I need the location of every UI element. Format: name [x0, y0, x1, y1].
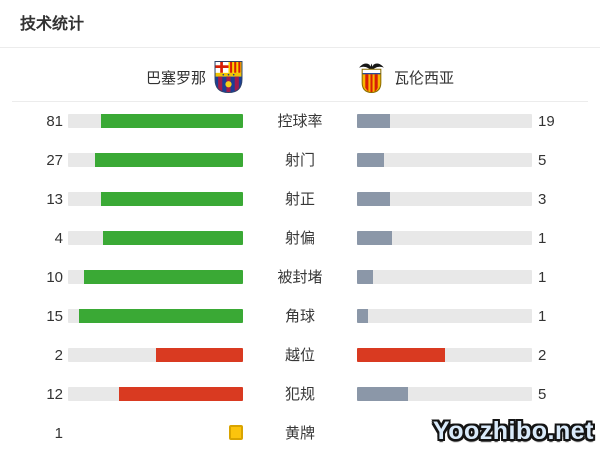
home-bar-fill: [101, 114, 243, 128]
barcelona-crest-icon: [214, 60, 243, 94]
stat-label: 控球率: [277, 113, 323, 130]
away-bar-fill: [357, 231, 392, 245]
home-bar-track: [68, 387, 243, 401]
away-bar-fill: [357, 153, 385, 167]
home-bar-fill: [78, 309, 243, 323]
away-bar-fill: [357, 387, 409, 401]
away-team-header: 瓦伦西亚: [357, 57, 600, 97]
away-bar-track: [357, 153, 532, 167]
away-value: 5: [538, 386, 547, 403]
stat-row: 4 射偏 1: [0, 219, 600, 258]
away-value: 2: [538, 347, 547, 364]
away-value: 1: [538, 308, 547, 325]
home-bar: [68, 348, 243, 362]
home-bar-track: [68, 270, 243, 284]
home-bar: [68, 387, 243, 401]
stat-label: 被封堵: [277, 269, 323, 286]
watermark: Yoozhibo.net: [432, 417, 594, 445]
away-value: 3: [538, 191, 547, 208]
away-bar: [357, 114, 532, 128]
away-bar-fill: [357, 270, 373, 284]
away-value: 5: [538, 152, 547, 169]
home-value: 10: [46, 269, 63, 286]
away-bar-track: [357, 231, 532, 245]
home-team-name: 巴塞罗那: [145, 69, 206, 87]
stat-label: 黄牌: [284, 425, 315, 442]
home-value: 15: [46, 308, 63, 325]
divider: [0, 47, 600, 48]
away-value: 1: [538, 269, 547, 286]
home-bar: [68, 231, 243, 245]
home-value: 27: [46, 152, 63, 169]
home-bar: [68, 153, 243, 167]
stat-label: 射偏: [284, 230, 315, 247]
home-value: 4: [54, 230, 63, 247]
home-value: 12: [46, 386, 63, 403]
home-bar-fill: [155, 348, 243, 362]
home-bar-track: [68, 309, 243, 323]
away-bar: [357, 348, 532, 362]
away-bar-fill: [357, 309, 368, 323]
away-team-name: 瓦伦西亚: [394, 69, 455, 87]
away-bar-track: [357, 309, 532, 323]
away-value: 19: [538, 113, 555, 130]
stat-row: 81 控球率 19: [0, 102, 600, 141]
home-bar-track: [68, 192, 243, 206]
home-value: 13: [46, 191, 63, 208]
home-bar: [68, 425, 243, 440]
away-value: 1: [538, 230, 547, 247]
stat-row: 12 犯规 5: [0, 375, 600, 414]
home-bar-fill: [100, 192, 243, 206]
stat-row: 10 被封堵 1: [0, 258, 600, 297]
away-bar-track: [357, 387, 532, 401]
away-bar-fill: [357, 114, 391, 128]
away-bar: [357, 153, 532, 167]
home-bar-fill: [83, 270, 243, 284]
home-bar-track: [68, 348, 243, 362]
away-bar: [357, 231, 532, 245]
away-bar-track: [357, 348, 532, 362]
home-bar-fill: [119, 387, 243, 401]
away-bar: [357, 387, 532, 401]
stat-row: 13 射正 3: [0, 180, 600, 219]
home-bar-fill: [103, 231, 243, 245]
away-bar-track: [357, 270, 532, 284]
away-bar: [357, 270, 532, 284]
stat-label: 角球: [284, 308, 315, 325]
away-bar-fill: [357, 192, 390, 206]
away-bar-fill: [357, 348, 445, 362]
home-bar-track: [68, 153, 243, 167]
home-bar-fill: [95, 153, 243, 167]
away-bar: [357, 309, 532, 323]
home-value: 2: [54, 347, 63, 364]
stat-row: 15 角球 1: [0, 297, 600, 336]
stat-label: 越位: [284, 347, 315, 364]
home-value: 1: [54, 425, 63, 442]
divider: [12, 101, 588, 102]
home-bar: [68, 309, 243, 323]
valencia-crest-icon: [359, 63, 384, 94]
stat-label: 射门: [284, 152, 315, 169]
stat-row: 1 黄牌: [0, 414, 600, 450]
away-bar: [357, 192, 532, 206]
home-bar-track: [68, 231, 243, 245]
home-bar: [68, 114, 243, 128]
home-bar: [68, 270, 243, 284]
home-bar: [68, 192, 243, 206]
away-bar-track: [357, 192, 532, 206]
away-bar-track: [357, 114, 532, 128]
stat-label: 射正: [284, 191, 315, 208]
stat-label: 犯规: [284, 386, 315, 403]
home-team-header: 巴塞罗那: [0, 57, 243, 97]
stats-rows: 81 控球率 19 27 射门 5 13 射正 3 4 射偏 1 10 被封堵 1 15 角球 1 2 越位 2 12 犯规…: [0, 102, 600, 450]
stat-row: 27 射门 5: [0, 141, 600, 180]
yellow-card-icon: [229, 425, 243, 440]
stat-row: 2 越位 2: [0, 336, 600, 375]
page-title: 技术统计: [20, 16, 85, 33]
home-bar-track: [68, 114, 243, 128]
home-value: 81: [46, 113, 63, 130]
